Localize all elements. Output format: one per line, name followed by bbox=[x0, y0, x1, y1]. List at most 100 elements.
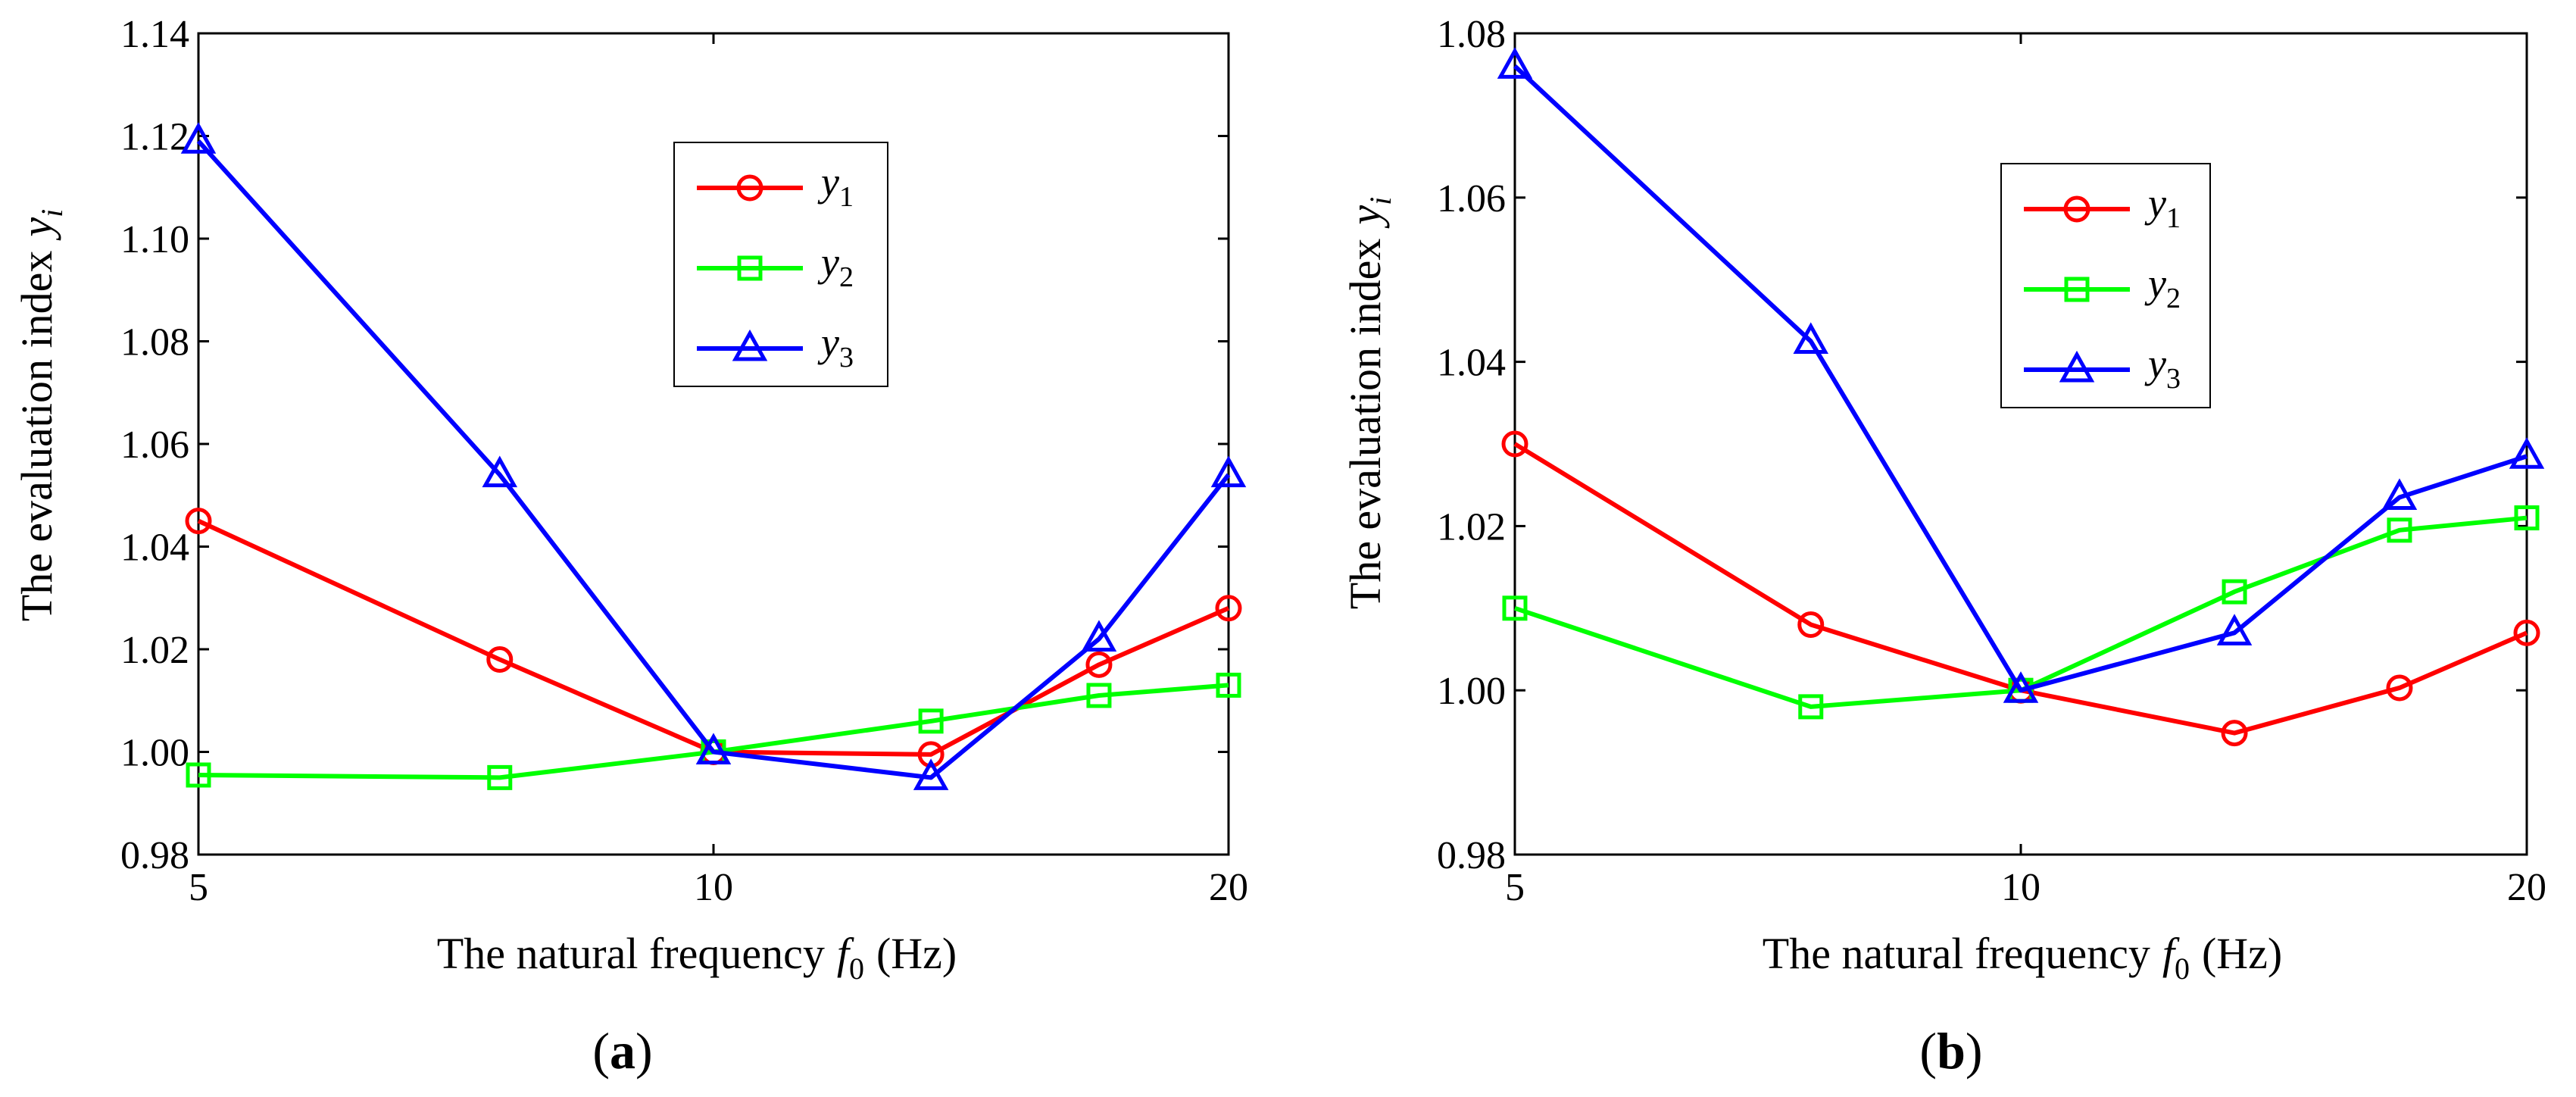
legend-marker-y1-a bbox=[736, 174, 763, 202]
data-point-y2-b bbox=[2514, 505, 2540, 531]
data-point-y1-a bbox=[1215, 595, 1242, 622]
series-line-y1-a bbox=[197, 518, 1230, 757]
y-tick-label-a: 1.06 bbox=[120, 423, 189, 467]
data-point-y2-b bbox=[1502, 595, 1528, 621]
legend-box-a bbox=[673, 142, 888, 387]
legend-subscript-y1-b: 1 bbox=[2166, 202, 2181, 234]
y-tick-label-a: 0.98 bbox=[120, 834, 189, 877]
panel-label-b-close: ) bbox=[1966, 1022, 1983, 1080]
x-axis-title-main-b: The natural frequency bbox=[1763, 929, 2150, 978]
legend-label-y1-a: y1 bbox=[817, 159, 854, 213]
x-tick-label-a: 10 bbox=[694, 866, 733, 909]
legend-box-b bbox=[2000, 163, 2211, 408]
series-line-y1-b bbox=[1513, 442, 2528, 736]
legend-subscript-y3-a: 3 bbox=[839, 342, 854, 373]
data-point-y1-a bbox=[1085, 651, 1113, 678]
legend-symbol-y2-a: y bbox=[817, 239, 839, 285]
data-point-y2-b bbox=[2222, 579, 2247, 605]
data-point-y2-b bbox=[1798, 694, 1824, 720]
y-tick-label-b: 1.06 bbox=[1437, 177, 1506, 220]
x-axis-title-subscript-a: 0 bbox=[849, 952, 864, 986]
x-axis-title-unit-b: (Hz) bbox=[2202, 929, 2282, 978]
data-point-y3-b bbox=[1793, 322, 1829, 354]
data-point-y2-a bbox=[1086, 683, 1112, 708]
panel-label-b-open: ( bbox=[1919, 1022, 1937, 1080]
chart-panel-a: 0.981.001.021.041.061.081.101.121.145 10 2… bbox=[12, 13, 1248, 1080]
x-tick-label-b: 10 bbox=[2001, 866, 2041, 909]
y-axis-title-subscript-b: i bbox=[1363, 197, 1397, 205]
legend-label-y3-a: y3 bbox=[817, 320, 854, 373]
legend-symbol-y3-a: y bbox=[817, 320, 839, 365]
series-line-y2-a bbox=[198, 683, 1229, 780]
data-point-y2-a bbox=[186, 762, 211, 788]
legend-marker-y1-b bbox=[2063, 195, 2090, 223]
data-point-y3-a bbox=[1210, 455, 1247, 488]
legend-subscript-y2-a: 2 bbox=[839, 261, 854, 293]
y-tick-label-b: 1.00 bbox=[1437, 670, 1506, 713]
data-point-y3-a bbox=[1081, 620, 1117, 652]
y-axis-title-main-b: The evaluation index bbox=[1341, 239, 1390, 610]
series-line-y3-b bbox=[1513, 64, 2528, 693]
y-tick-label-a: 1.08 bbox=[120, 321, 189, 364]
data-point-y2-a bbox=[1216, 672, 1241, 698]
y-tick-label-b: 1.04 bbox=[1437, 342, 1506, 385]
legend-subscript-y3-b: 3 bbox=[2166, 363, 2181, 395]
x-axis-title-b: The natural frequency f0 (Hz) bbox=[1763, 929, 2282, 986]
legend-symbol-y1-a: y bbox=[817, 159, 839, 205]
y-axis-title-main-a: The evaluation index bbox=[12, 251, 61, 622]
y-tick-label-b: 0.98 bbox=[1437, 834, 1506, 877]
panel-label-b: (b) bbox=[1919, 1022, 1982, 1080]
plot-area-a: 0.98 1.00 1.02 1.04 1.06 1.08 1.10 1.12 1.14 5 10 2… bbox=[120, 13, 1248, 909]
legend-symbol-y1-b: y bbox=[2144, 180, 2166, 226]
data-point-y2-a bbox=[487, 764, 513, 790]
panel-label-a-letter: a bbox=[610, 1022, 635, 1080]
y-tick-label-a: 1.02 bbox=[120, 629, 189, 672]
series-line-y2-b bbox=[1514, 515, 2528, 709]
data-point-y3-a bbox=[482, 455, 518, 488]
legend-label-y3-b: y3 bbox=[2144, 341, 2181, 395]
data-point-y3-a bbox=[180, 122, 217, 154]
y-axis-title-subscript-a: i bbox=[35, 209, 69, 217]
data-point-y3-b bbox=[1497, 47, 1533, 79]
legend-label-y1-b: y1 bbox=[2144, 180, 2181, 234]
data-point-y2-b bbox=[2387, 517, 2412, 543]
legend-symbol-y2-b: y bbox=[2144, 261, 2166, 306]
data-point-y3-b bbox=[2216, 614, 2253, 645]
panel-label-b-letter: b bbox=[1937, 1022, 1966, 1080]
legend-subscript-y2-b: 2 bbox=[2166, 283, 2181, 314]
data-point-y1-b bbox=[2513, 619, 2540, 646]
data-point-y3-a bbox=[913, 758, 949, 790]
x-tick-label-a: 5 bbox=[189, 866, 208, 909]
data-point-y3-b bbox=[2509, 437, 2545, 469]
x-tick-label-b: 5 bbox=[1505, 866, 1525, 909]
x-axis-title-unit-a: (Hz) bbox=[876, 929, 957, 978]
x-axis-title-a: The natural frequency f0 (Hz) bbox=[437, 929, 957, 986]
data-point-y1-b bbox=[2386, 674, 2413, 702]
y-tick-label-b: 1.08 bbox=[1437, 13, 1506, 56]
data-point-y3-a bbox=[695, 733, 732, 764]
data-point-y1-b bbox=[1797, 611, 1825, 638]
legend-label-y2-b: y2 bbox=[2144, 261, 2181, 314]
data-point-y1-b bbox=[1501, 430, 1528, 458]
legend-marker-y2-a bbox=[737, 255, 763, 281]
y-tick-label-a: 1.12 bbox=[120, 116, 189, 159]
y-tick-label-b: 1.02 bbox=[1437, 505, 1506, 548]
y-tick-label-a: 1.04 bbox=[120, 527, 189, 570]
legend-marker-y2-b bbox=[2064, 277, 2090, 302]
y-axis-title-symbol-a: y bbox=[12, 217, 61, 241]
x-tick-label-b: 20 bbox=[2507, 866, 2546, 909]
legend-symbol-y3-b: y bbox=[2144, 341, 2166, 386]
data-point-y3-b bbox=[2003, 671, 2039, 703]
panel-label-a-open: ( bbox=[592, 1022, 610, 1080]
y-axis-title-symbol-b: y bbox=[1341, 205, 1390, 229]
data-point-y1-a bbox=[185, 508, 212, 535]
data-point-y3-b bbox=[2381, 478, 2418, 510]
data-point-y1-a bbox=[486, 646, 514, 674]
x-tick-label-a: 20 bbox=[1209, 866, 1248, 909]
legend-marker-y3-b bbox=[2059, 350, 2095, 383]
y-tick-label-a: 1.10 bbox=[120, 218, 189, 261]
